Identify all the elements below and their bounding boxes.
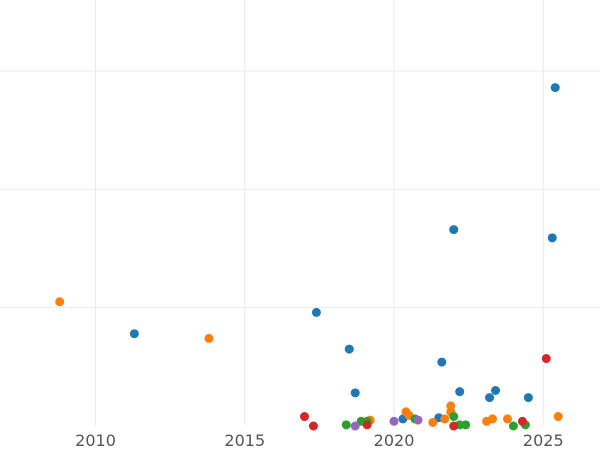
x-tick-labels: 2010 2015 2020 2025	[75, 431, 563, 450]
data-point-s2-12	[502, 414, 512, 424]
data-point-s3-8	[508, 421, 518, 431]
data-point-s4-3	[362, 420, 372, 430]
data-point-s1-8	[449, 225, 459, 235]
points-layer	[55, 83, 563, 431]
data-point-s4-5	[517, 416, 527, 426]
data-point-s5-3	[413, 415, 423, 425]
data-point-s1-10	[485, 393, 495, 403]
data-point-s2-7	[440, 414, 450, 424]
data-point-s4-6	[541, 354, 551, 364]
grid-layer	[0, 0, 600, 426]
data-point-s3-7	[461, 420, 471, 430]
data-point-s1-14	[550, 83, 560, 93]
data-point-s1-1	[129, 329, 139, 339]
data-point-s1-7	[437, 357, 447, 367]
x-tick-label-2015: 2015	[224, 431, 265, 450]
data-point-s2-11	[488, 414, 498, 424]
x-tick-label-2020: 2020	[374, 431, 415, 450]
data-point-s1-2	[311, 307, 321, 317]
data-point-s1-11	[491, 386, 501, 395]
data-point-s5-2	[389, 416, 399, 426]
data-point-s1-12	[523, 393, 533, 403]
data-point-s2-1	[55, 297, 65, 307]
data-point-s3-1	[341, 420, 351, 430]
data-point-s5-1	[350, 421, 360, 431]
data-point-s2-13	[553, 412, 563, 422]
x-tick-label-2025: 2025	[523, 431, 564, 450]
x-tick-label-2010: 2010	[75, 431, 116, 450]
data-point-s4-2	[308, 421, 318, 431]
data-point-s3-5	[449, 412, 459, 422]
data-point-s1-9	[455, 387, 465, 397]
data-point-s4-4	[449, 421, 459, 431]
data-point-s2-6	[428, 417, 438, 427]
data-point-s1-3	[344, 344, 354, 354]
data-point-s4-1	[299, 412, 309, 422]
data-point-s1-13	[547, 233, 557, 243]
data-point-s2-2	[204, 333, 214, 343]
data-point-s1-4	[350, 388, 360, 398]
